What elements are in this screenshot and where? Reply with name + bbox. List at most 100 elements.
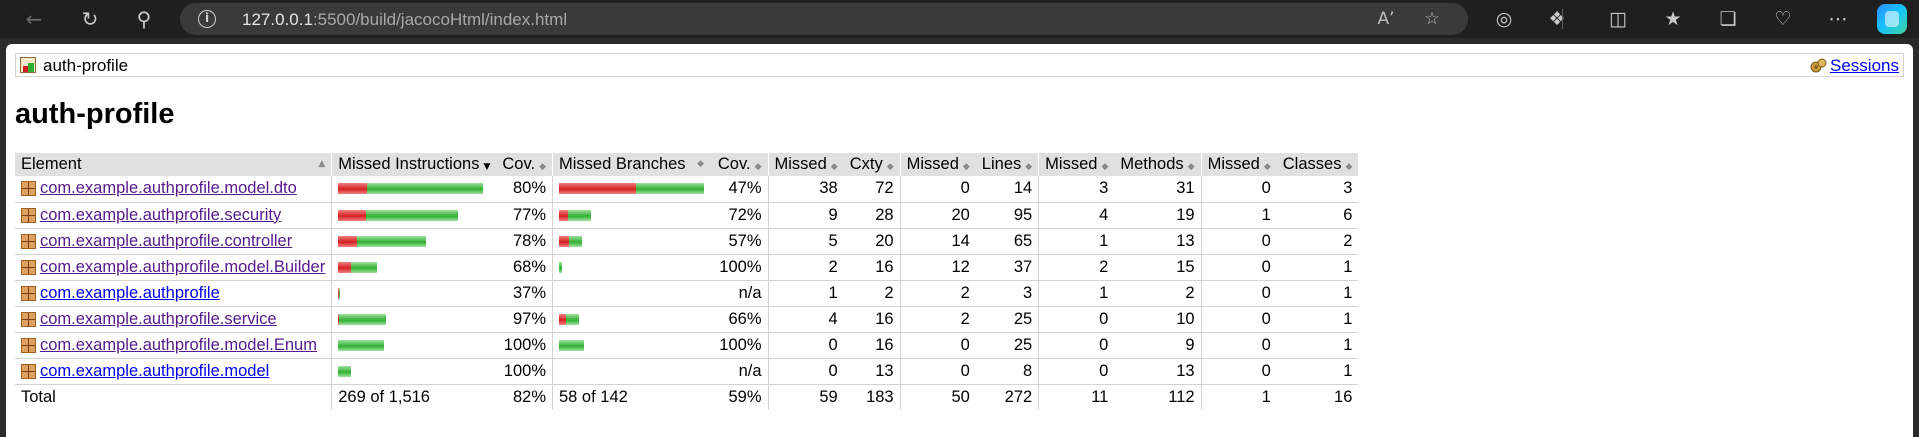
split-screen-icon[interactable]: ◫ — [1609, 8, 1627, 30]
instructions-bar-cell — [331, 332, 497, 359]
total-lines-missed: 50 — [899, 383, 976, 410]
col-cxty[interactable]: Cxty ◆ — [843, 153, 901, 176]
table-header-row: Element ▲︎ Missed Instructions ▼ Cov. ◆ Mis… — [15, 153, 1359, 176]
element-cell: com.example.authprofile.model.dto — [15, 176, 332, 203]
package-icon — [21, 311, 36, 327]
favorite-star-icon[interactable]: ☆ — [1424, 9, 1440, 29]
classes-cell: 2 — [1276, 228, 1359, 255]
methods-missed-cell: 4 — [1038, 202, 1115, 229]
instr-cov-cell: 80% — [496, 176, 553, 203]
page-title: auth-profile — [15, 98, 175, 130]
browser-essentials-icon[interactable]: ♡ — [1774, 8, 1792, 30]
element-cell: com.example.authprofile — [15, 280, 332, 307]
sessions-link[interactable]: Sessions — [1810, 56, 1899, 76]
copilot-icon[interactable] — [1877, 4, 1907, 34]
favorites-icon[interactable]: ★ — [1664, 8, 1682, 30]
classes-missed-cell: 0 — [1200, 228, 1277, 255]
col-element[interactable]: Element ▲︎ — [15, 153, 332, 176]
cxty-missed-cell: 0 — [767, 358, 844, 385]
col-methods-missed[interactable]: Missed ◆ — [1038, 153, 1115, 176]
covered-bar-segment — [338, 365, 352, 377]
classes-cell: 1 — [1276, 332, 1359, 359]
table-row: com.example.authprofile.model.Enum 100% 1 0… — [15, 332, 1359, 359]
missed-bar-segment — [559, 313, 566, 325]
table-total-row: Total 269 of 1,516 82% 58 of 142 59% 59 … — [15, 383, 1359, 410]
methods-missed-cell: 1 — [1038, 280, 1115, 307]
methods-missed-cell: 3 — [1038, 176, 1115, 203]
col-methods[interactable]: Methods ◆ — [1114, 153, 1202, 176]
covered-bar-segment — [566, 313, 579, 325]
col-lines[interactable]: Lines ◆ — [975, 153, 1039, 176]
branches-bar-cell — [552, 280, 710, 307]
methods-missed-cell: 0 — [1038, 358, 1115, 385]
lines-cell: 25 — [975, 306, 1039, 333]
classes-missed-cell: 0 — [1200, 280, 1277, 307]
search-icon[interactable]: ⚲ — [136, 7, 152, 31]
browser-toolbar: ← ↻ ⚲ i 127.0.0.1:5500/build/jacocoHtml/… — [0, 0, 1919, 38]
branches-coverage-bar — [559, 288, 704, 299]
package-link[interactable]: com.example.authprofile.model.Enum — [40, 335, 317, 354]
missed-bar-segment — [559, 235, 569, 247]
missed-bar-segment — [338, 261, 352, 273]
covered-bar-segment — [339, 287, 341, 299]
site-info-icon[interactable]: i — [198, 10, 216, 28]
breadcrumb-title: auth-profile — [43, 56, 129, 75]
back-arrow-icon[interactable]: ← — [25, 7, 43, 31]
classes-missed-cell: 0 — [1200, 306, 1277, 333]
refresh-icon[interactable]: ↻ — [81, 7, 99, 31]
lines-missed-cell: 12 — [899, 254, 976, 281]
branches-bar-cell — [552, 332, 710, 359]
collections-icon[interactable]: ❏ — [1719, 8, 1737, 30]
package-link[interactable]: com.example.authprofile.controller — [40, 231, 293, 250]
instructions-coverage-bar — [338, 313, 490, 325]
cxty-cell: 28 — [843, 202, 901, 229]
branch-cov-cell: 100% — [710, 254, 768, 281]
methods-cell: 31 — [1114, 176, 1202, 203]
col-missed-branches[interactable]: Missed Branches ◆ — [552, 153, 710, 176]
table-row: com.example.authprofile.service 97% 66% 4 16… — [15, 306, 1359, 333]
more-icon[interactable]: ⋯ — [1828, 8, 1848, 30]
col-classes[interactable]: Classes ◆ — [1276, 153, 1359, 176]
cxty-cell: 2 — [843, 280, 901, 307]
toolbar-divider — [1562, 9, 1563, 29]
branches-coverage-bar — [559, 366, 704, 377]
col-classes-missed[interactable]: Missed ◆ — [1200, 153, 1277, 176]
element-cell: com.example.authprofile.security — [15, 202, 332, 229]
col-branch-cov[interactable]: Cov. ◆ — [710, 153, 768, 176]
lines-missed-cell: 0 — [899, 332, 976, 359]
package-icon — [21, 259, 36, 275]
package-link[interactable]: com.example.authprofile.security — [40, 205, 282, 224]
col-instr-cov[interactable]: Cov. ◆ — [496, 153, 553, 176]
classes-cell: 1 — [1276, 306, 1359, 333]
package-link[interactable]: com.example.authprofile.model.Builder — [40, 257, 326, 276]
col-missed-instructions[interactable]: Missed Instructions ▼ — [331, 153, 497, 176]
extensions-icon[interactable]: ❖ — [1548, 8, 1566, 30]
report-icon — [20, 57, 36, 73]
classes-cell: 1 — [1276, 358, 1359, 385]
package-link[interactable]: com.example.authprofile.service — [40, 309, 277, 328]
browser-extension-icon[interactable]: ◎ — [1495, 8, 1513, 30]
package-link[interactable]: com.example.authprofile.model.dto — [40, 179, 297, 198]
branches-bar-cell — [552, 306, 710, 333]
branches-coverage-bar — [559, 183, 704, 195]
url-text[interactable]: 127.0.0.1:5500/build/jacocoHtml/index.ht… — [242, 10, 568, 29]
col-cxty-missed[interactable]: Missed ◆ — [767, 153, 844, 176]
read-aloud-icon[interactable]: A’ — [1377, 9, 1395, 29]
methods-cell: 10 — [1114, 306, 1202, 333]
package-link[interactable]: com.example.authprofile — [40, 283, 220, 302]
methods-missed-cell: 0 — [1038, 306, 1115, 333]
methods-cell: 2 — [1114, 280, 1202, 307]
branch-cov-cell: 100% — [710, 332, 768, 359]
total-cxty-missed: 59 — [767, 383, 844, 410]
missed-bar-segment — [559, 209, 568, 221]
instr-cov-cell: 37% — [496, 280, 553, 307]
instructions-bar-cell — [331, 254, 497, 281]
address-bar[interactable]: i 127.0.0.1:5500/build/jacocoHtml/index.… — [180, 3, 1468, 35]
branch-cov-cell: 47% — [710, 176, 768, 203]
methods-cell: 13 — [1114, 228, 1202, 255]
methods-missed-cell: 0 — [1038, 332, 1115, 359]
package-link[interactable]: com.example.authprofile.model — [40, 361, 270, 380]
col-lines-missed[interactable]: Missed ◆ — [899, 153, 976, 176]
table-row: com.example.authprofile 37% n/a 1 2 2 3 1 2 0 1 — [15, 280, 1359, 307]
instructions-coverage-bar — [338, 183, 490, 195]
